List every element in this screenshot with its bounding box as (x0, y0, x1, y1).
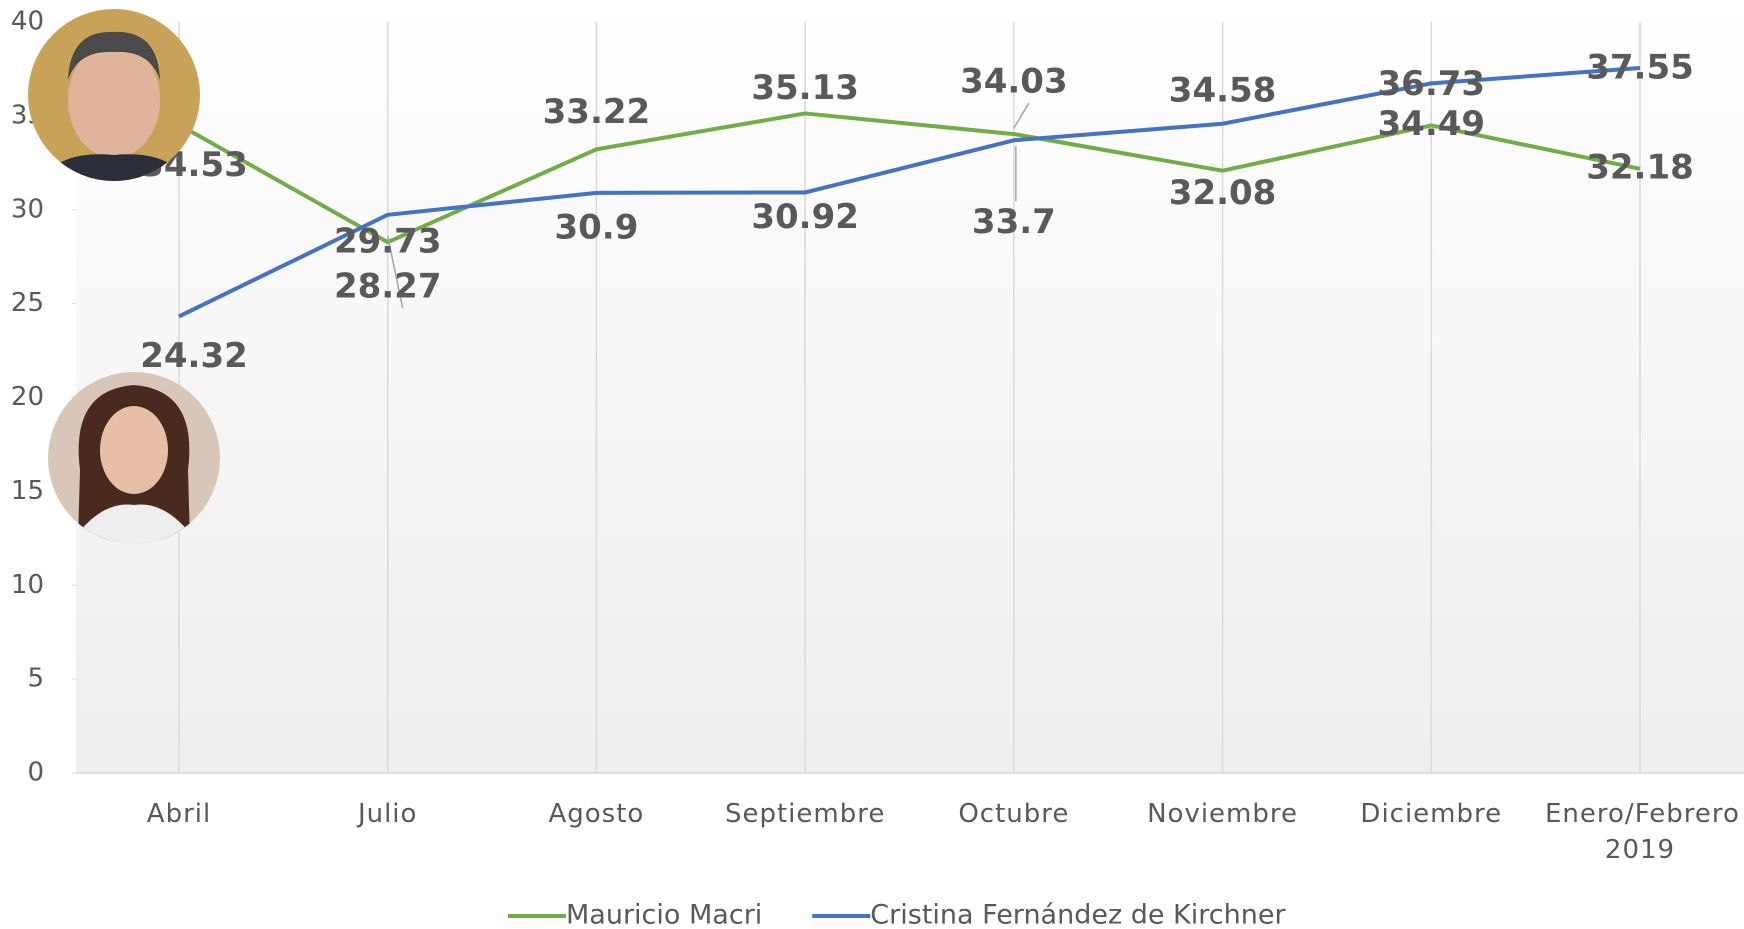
data-label: 30.9 (554, 207, 638, 247)
data-label: 34.49 (1378, 104, 1486, 144)
y-tick-label: 5 (27, 664, 44, 694)
legend-label: Mauricio Macri (566, 900, 762, 929)
leader-line (386, 236, 404, 309)
x-tick-label: Enero/Febrero 2019 (1545, 799, 1740, 865)
x-tick-label: Noviembre (1147, 799, 1299, 829)
leader-line (1013, 102, 1030, 129)
plot-background (76, 0, 1744, 773)
data-label: 30.92 (751, 197, 859, 237)
photo-kirchner (48, 372, 220, 544)
data-label: 36.73 (1378, 64, 1486, 104)
legend-label: Cristina Fernández de Kirchner (870, 900, 1286, 929)
x-tick-label: Octubre (958, 799, 1070, 829)
data-label: 34.03 (960, 62, 1068, 102)
data-label: 37.55 (1586, 47, 1694, 87)
photo-macri (28, 9, 200, 181)
data-label: 32.08 (1169, 173, 1277, 213)
data-label: 32.18 (1586, 147, 1694, 187)
data-label: 35.13 (751, 68, 859, 108)
x-tick-label: Septiembre (724, 799, 886, 829)
x-tick-label: Abril (146, 799, 212, 829)
data-label: 29.73 (334, 221, 442, 261)
data-label: 28.27 (334, 267, 442, 307)
series-line (178, 111, 1641, 245)
y-tick-label: 25 (11, 288, 44, 318)
y-tick-label: 10 (11, 570, 44, 600)
data-label: 33.7 (972, 202, 1056, 242)
x-tick-label: Julio (357, 799, 418, 829)
series-line (178, 66, 1641, 319)
y-tick-label: 15 (11, 476, 44, 506)
x-tick-label: Agosto (548, 799, 645, 829)
y-tick-label: 20 (11, 382, 44, 412)
legend-item: Mauricio Macri (508, 900, 762, 929)
data-label: 33.22 (543, 92, 651, 132)
data-label: 24.32 (140, 336, 248, 376)
data-label: 34.58 (1169, 70, 1277, 110)
y-tick-label: 0 (27, 758, 44, 788)
x-tick-label: Diciembre (1360, 799, 1503, 829)
y-tick-label: 30 (11, 194, 44, 224)
legend-item: Cristina Fernández de Kirchner (812, 900, 1286, 929)
y-tick-label: 40 (11, 7, 44, 37)
